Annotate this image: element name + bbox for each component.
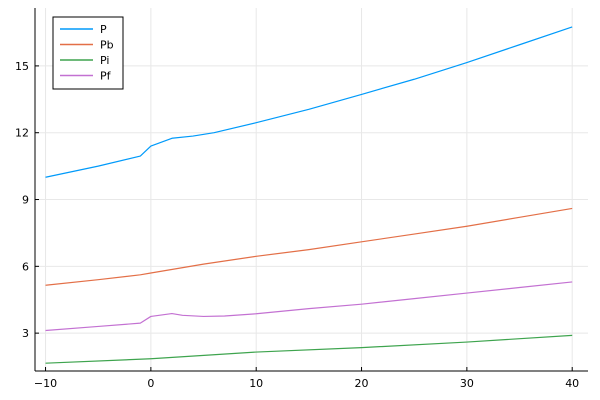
legend-box (52, 16, 124, 90)
tick-labels: −10 0 10 20 30 40 3 6 9 12 15 (15, 60, 579, 390)
axes (34, 8, 588, 372)
y-tick-label: 9 (22, 194, 29, 207)
series-line-p (45, 26, 573, 178)
x-tick-label: 0 (147, 377, 154, 390)
legend-label-pb: Pb (100, 39, 114, 52)
x-tick-label: 20 (355, 377, 369, 390)
y-tick-label: 6 (22, 260, 29, 273)
series-line-pf (45, 281, 573, 332)
y-tick-label: 3 (22, 327, 29, 340)
x-tick-label: −10 (34, 377, 57, 390)
series-lines (45, 26, 573, 364)
x-tick-label: 10 (249, 377, 263, 390)
series-line-pb (45, 207, 573, 286)
legend: P Pb Pi Pf (52, 16, 124, 90)
x-tick-label: 40 (565, 377, 579, 390)
y-tick-label: 15 (15, 60, 29, 73)
legend-label-p: P (100, 23, 107, 36)
x-tick-label: 30 (460, 377, 474, 390)
y-tick-label: 12 (15, 127, 29, 140)
series-line-pi (45, 334, 573, 364)
legend-label-pf: Pf (100, 70, 112, 83)
legend-label-pi: Pi (100, 54, 109, 67)
grid-lines (35, 8, 588, 371)
